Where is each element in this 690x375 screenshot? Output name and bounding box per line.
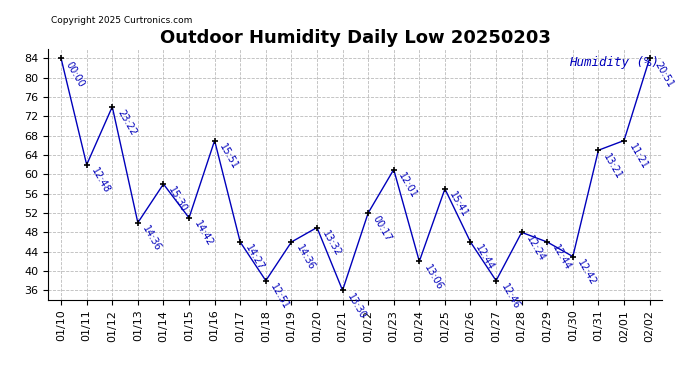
Text: 13:06: 13:06 (422, 263, 444, 292)
Text: 15:41: 15:41 (448, 190, 471, 219)
Text: 00:17: 00:17 (371, 214, 393, 243)
Text: 14:36: 14:36 (294, 243, 317, 273)
Text: 00:00: 00:00 (64, 60, 86, 89)
Text: 12:51: 12:51 (268, 282, 291, 311)
Text: 12:46: 12:46 (499, 282, 522, 311)
Text: 12:48: 12:48 (90, 166, 112, 195)
Text: 14:27: 14:27 (243, 243, 266, 273)
Text: 13:32: 13:32 (319, 229, 342, 258)
Text: 12:01: 12:01 (397, 171, 419, 200)
Text: 23:22: 23:22 (115, 108, 138, 138)
Text: 14:36: 14:36 (141, 224, 163, 253)
Text: 12:42: 12:42 (575, 258, 598, 287)
Text: 13:21: 13:21 (601, 152, 624, 181)
Text: 15:51: 15:51 (217, 142, 240, 171)
Text: Humidity (%): Humidity (%) (569, 56, 660, 69)
Text: Copyright 2025 Curtronics.com: Copyright 2025 Curtronics.com (51, 16, 193, 25)
Title: Outdoor Humidity Daily Low 20250203: Outdoor Humidity Daily Low 20250203 (160, 29, 551, 47)
Text: 20:51: 20:51 (652, 60, 675, 89)
Text: 14:42: 14:42 (192, 219, 215, 248)
Text: 12:44: 12:44 (473, 243, 496, 273)
Text: 11:21: 11:21 (627, 142, 649, 171)
Text: 12:24: 12:24 (524, 234, 547, 263)
Text: 12:44: 12:44 (550, 243, 573, 273)
Text: 15:30: 15:30 (166, 185, 189, 214)
Text: 13:30: 13:30 (345, 292, 368, 321)
